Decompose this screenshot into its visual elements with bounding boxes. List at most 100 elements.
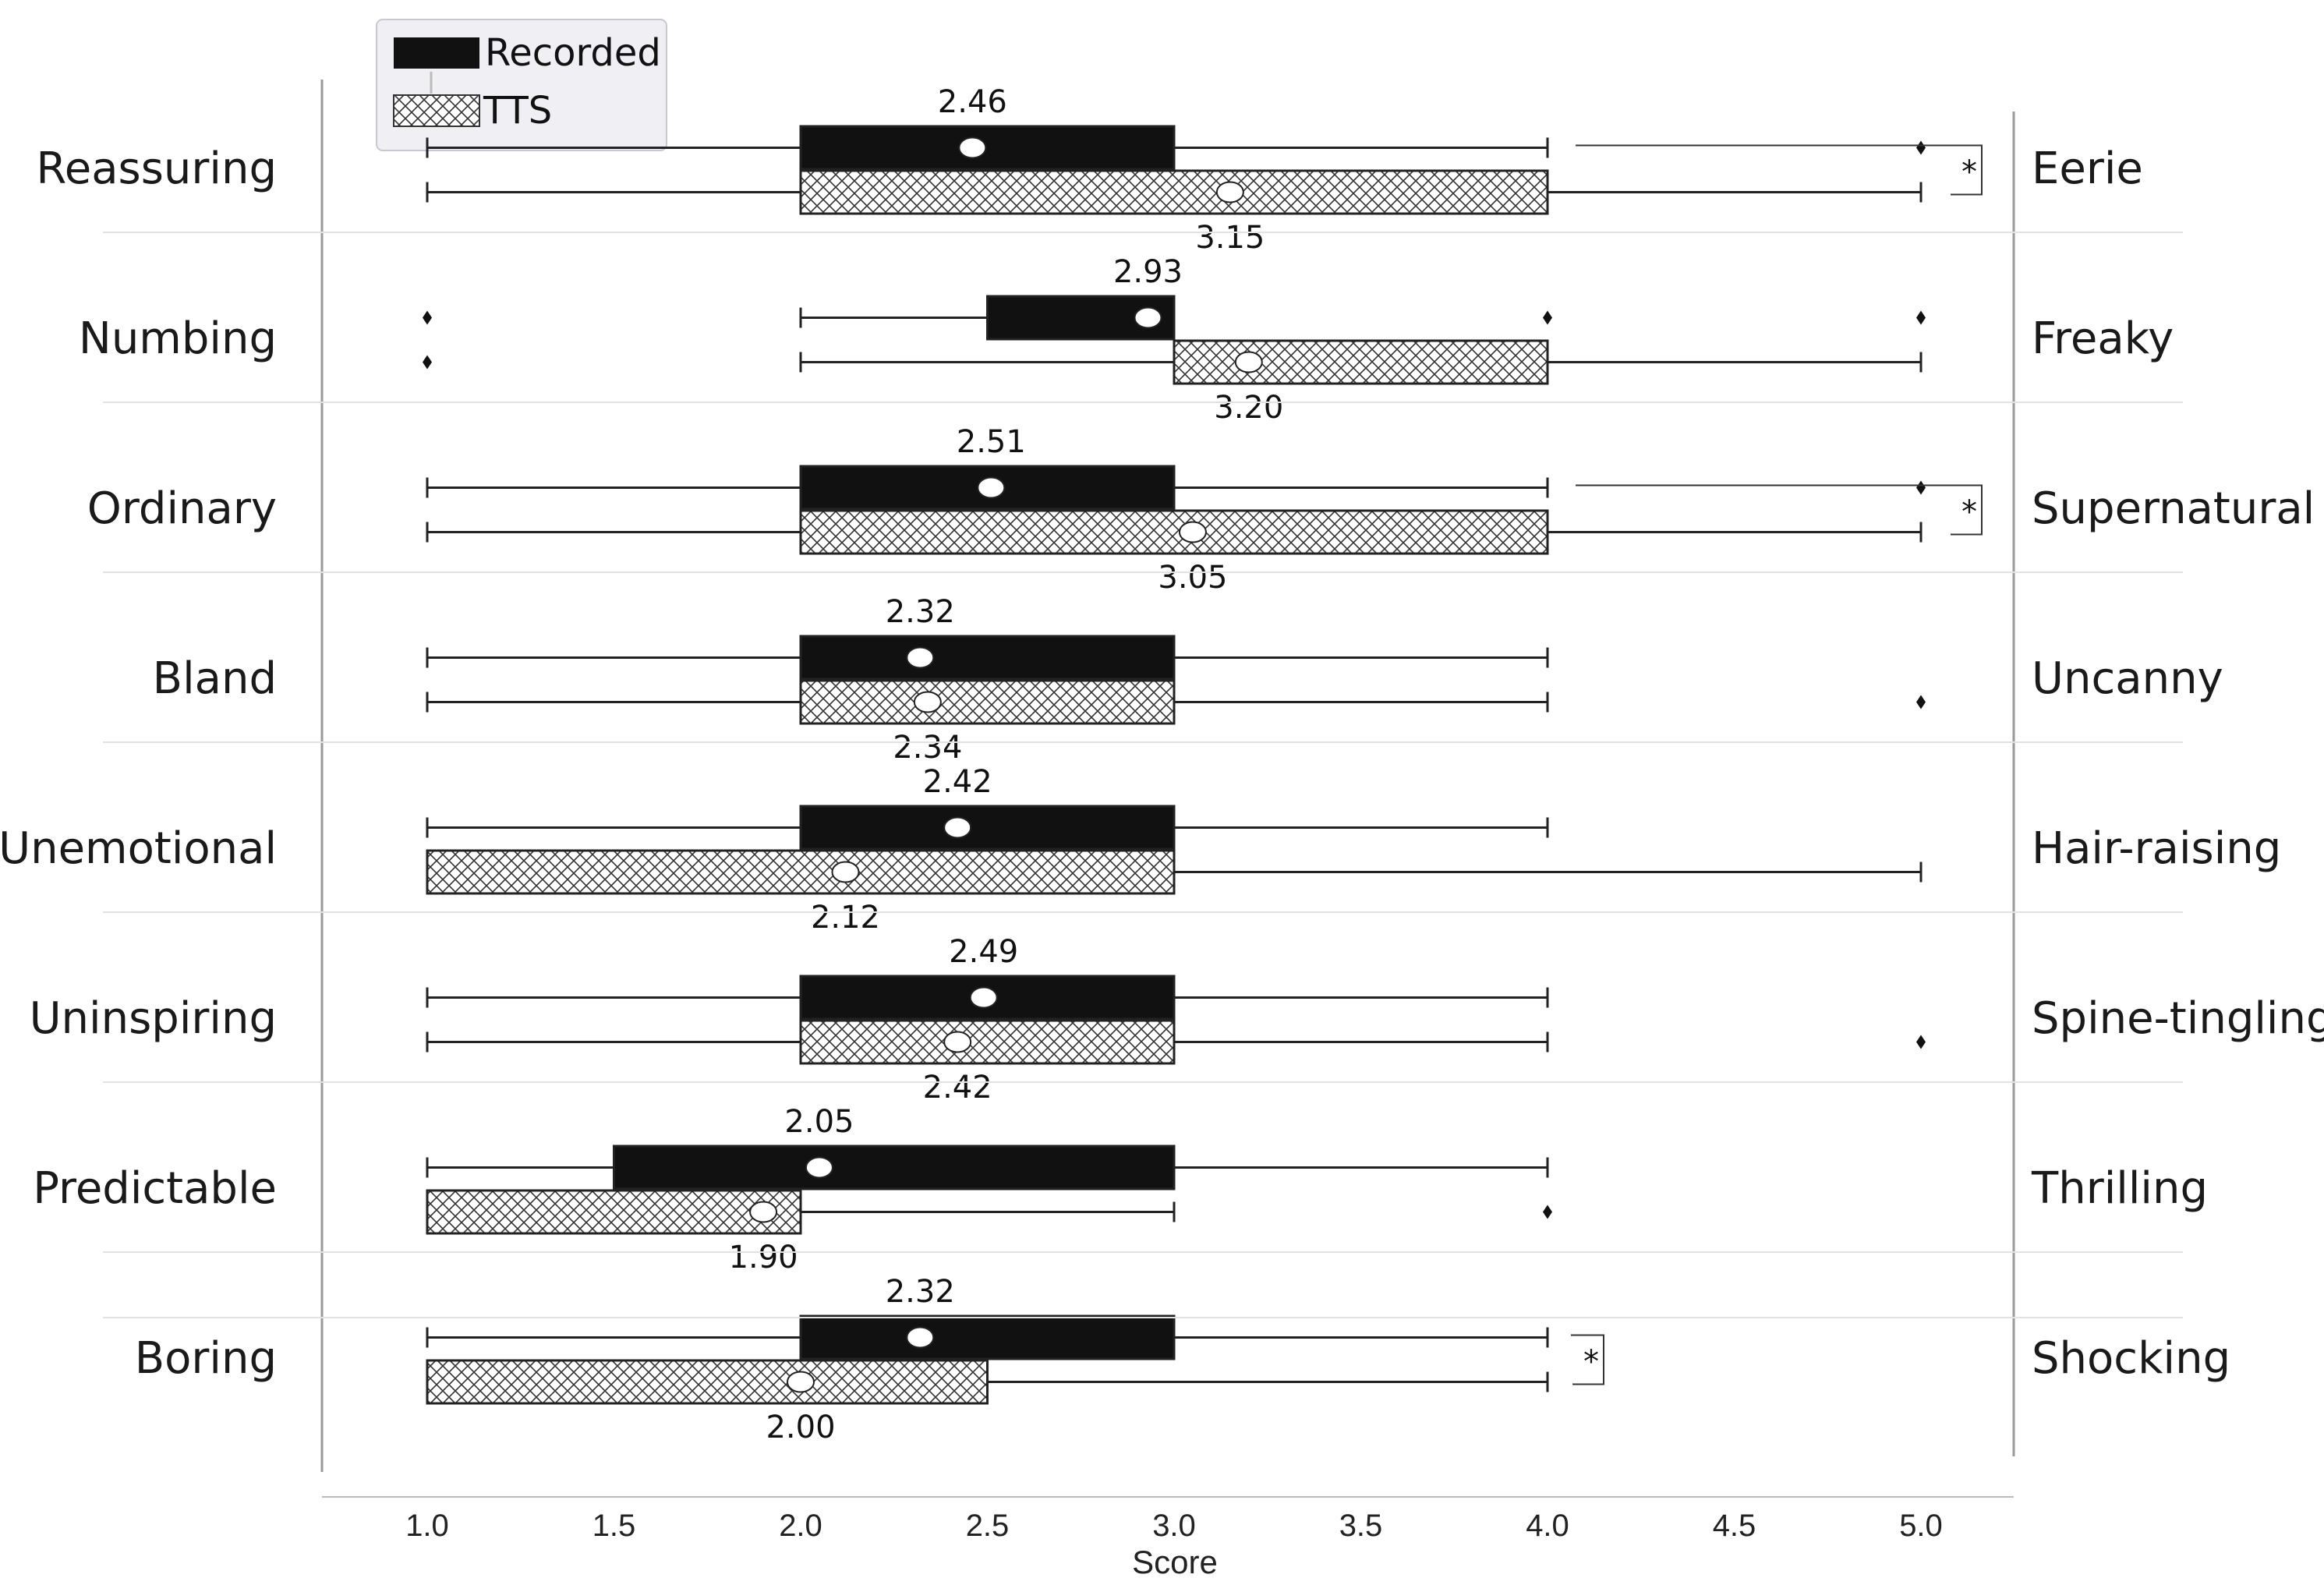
tts-mean-label: 3.05 — [1158, 560, 1227, 596]
rows-layer: Reassuring Eerie 2.46 3.15 * Numbing Freaky 2.9… — [0, 84, 2324, 1445]
tts-mean-label: 2.12 — [811, 900, 880, 936]
x-axis: 1.0 1.5 2.0 2.5 3.0 3.5 4.0 4.5 5.0 Score — [322, 1496, 2014, 1580]
legend-swatch-recorded — [394, 37, 479, 69]
recorded-mean-marker — [805, 1156, 833, 1179]
tts-mean-label: 3.15 — [1195, 220, 1265, 256]
recorded-outlier-point — [1543, 310, 1552, 325]
tts-iqr-box — [799, 509, 1549, 555]
recorded-iqr-box — [799, 635, 1176, 681]
recorded-box-group: 2.42 — [426, 764, 1549, 851]
recorded-mean-label: 2.93 — [1113, 254, 1183, 290]
row-label-left: Boring — [135, 1333, 277, 1384]
tts-iqr-box — [799, 1019, 1176, 1065]
significance-bracket: * — [1571, 1334, 1604, 1385]
significance-bracket-line — [1576, 144, 1983, 196]
row-label-left: Predictable — [33, 1163, 277, 1214]
row-label-right: Uncanny — [2032, 653, 2223, 704]
recorded-outlier-point — [1916, 140, 1926, 155]
recorded-iqr-box — [799, 125, 1176, 171]
recorded-mean-marker — [943, 816, 972, 839]
row-label-left: Ordinary — [87, 483, 277, 534]
tts-mean-label: 3.20 — [1214, 390, 1283, 426]
x-tick-label: 3.0 — [1152, 1509, 1196, 1543]
recorded-box-group: 2.05 — [426, 1104, 1549, 1191]
tts-iqr-box — [799, 679, 1176, 725]
row-label-right: Hair-raising — [2032, 823, 2281, 874]
row-predictable: Predictable Thrilling 2.05 1.90 — [33, 1081, 2208, 1275]
x-tick-label: 1.5 — [592, 1509, 636, 1543]
tts-outlier-point — [1916, 695, 1926, 709]
x-tick-label: 5.0 — [1899, 1509, 1943, 1543]
tts-mean-marker — [943, 1031, 972, 1053]
significance-star: * — [1583, 1344, 1599, 1380]
tts-mean-marker — [1234, 351, 1263, 373]
legend: Recorded TTS — [376, 19, 667, 151]
x-tick-label: 2.5 — [966, 1509, 1010, 1543]
significance-star: * — [1961, 154, 1977, 190]
row-label-right: Supernatural — [2032, 483, 2315, 534]
recorded-iqr-box — [613, 1145, 1176, 1191]
x-tick-label: 4.5 — [1713, 1509, 1756, 1543]
row-bland: Bland Uncanny 2.32 2.34 — [103, 571, 2223, 766]
row-label-right: Eerie — [2032, 143, 2143, 194]
tts-iqr-box — [426, 1359, 989, 1405]
tts-box-group: 2.42 — [426, 1019, 1926, 1106]
tts-outlier-point — [423, 355, 432, 370]
x-tick-label: 4.0 — [1526, 1509, 1569, 1543]
recorded-box-group: 2.46 — [426, 84, 1926, 171]
tts-outlier-point — [1543, 1205, 1552, 1219]
recorded-mean-label: 2.49 — [949, 934, 1018, 970]
row-label-left: Numbing — [79, 313, 277, 364]
recorded-mean-marker — [969, 986, 998, 1009]
significance-bracket: * — [1576, 144, 1983, 196]
tts-box-group: 2.34 — [426, 679, 1926, 766]
x-tick-label: 2.0 — [779, 1509, 822, 1543]
row-label-right: Spine-tingling — [2032, 993, 2324, 1044]
tts-iqr-box — [799, 169, 1549, 215]
row-label-left: Bland — [153, 653, 277, 704]
tts-mean-marker — [1215, 181, 1244, 203]
legend-label-tts: TTS — [483, 89, 552, 133]
tts-iqr-box — [426, 1189, 802, 1235]
tts-mean-label: 1.90 — [729, 1240, 798, 1275]
tts-box-group: 2.12 — [426, 849, 1923, 936]
tts-iqr-box — [426, 849, 1176, 895]
legend-label-recorded: Recorded — [485, 31, 661, 75]
x-tick-label: 3.5 — [1339, 1509, 1383, 1543]
recorded-outlier-point — [1916, 480, 1926, 495]
row-uninspiring: Uninspiring Spine-tingling 2.49 2.42 — [30, 911, 2324, 1106]
recorded-mean-marker — [958, 136, 987, 159]
row-label-right: Shocking — [2032, 1333, 2230, 1384]
x-axis-title: Score — [1132, 1544, 1218, 1580]
recorded-box-group: 2.49 — [426, 934, 1549, 1021]
tts-box-group: 3.15 — [426, 169, 1923, 256]
recorded-mean-label: 2.32 — [886, 594, 955, 630]
significance-star: * — [1961, 494, 1977, 530]
row-reassuring: Reassuring Eerie 2.46 3.15 * — [36, 84, 2143, 256]
row-boring: Boring Shocking 2.32 2.00 * — [103, 1251, 2230, 1445]
row-unemotional: Unemotional Hair-raising 2.42 2.12 — [0, 741, 2281, 936]
recorded-box-group: 2.51 — [426, 424, 1926, 511]
significance-bracket-line — [1576, 484, 1983, 536]
recorded-iqr-box — [799, 805, 1176, 851]
tts-box-group: 3.05 — [426, 509, 1923, 596]
recorded-mean-label: 2.32 — [886, 1274, 955, 1310]
legend-swatch-tts — [393, 94, 480, 127]
recorded-box-group: 2.32 — [426, 1274, 1549, 1360]
tts-mean-label: 2.34 — [893, 730, 962, 766]
tts-box-group: 3.20 — [423, 339, 1923, 426]
tts-mean-marker — [913, 691, 942, 713]
recorded-mean-label: 2.51 — [957, 424, 1026, 460]
recorded-mean-label: 2.46 — [938, 84, 1007, 120]
significance-bracket: * — [1576, 484, 1983, 536]
tts-mean-marker — [787, 1371, 815, 1393]
tts-box-group: 2.00 — [426, 1359, 1549, 1445]
row-label-left: Unemotional — [0, 823, 277, 874]
row-label-right: Thrilling — [2031, 1163, 2208, 1214]
tts-outlier-point — [1916, 1035, 1926, 1049]
recorded-mean-marker — [906, 646, 935, 669]
recorded-mean-label: 2.05 — [784, 1104, 854, 1140]
recorded-box-group: 2.93 — [423, 254, 1926, 341]
recorded-mean-marker — [977, 476, 1006, 499]
